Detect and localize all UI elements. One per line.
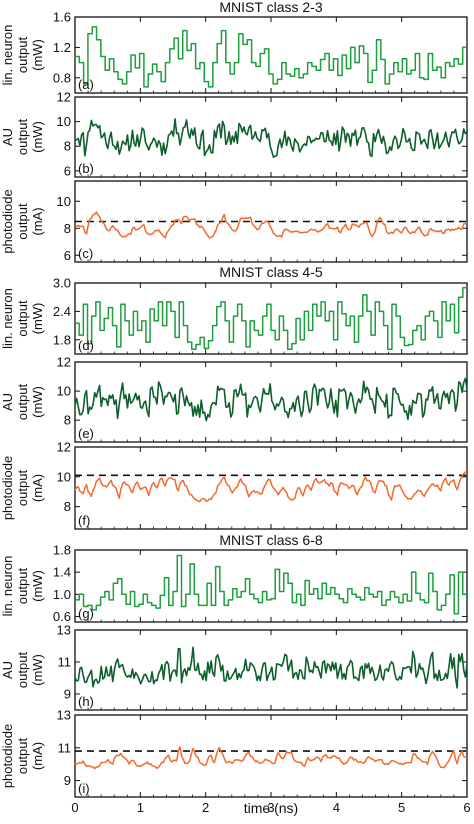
y-axis-label: output [15, 652, 30, 689]
x-tick-label: 1 [137, 800, 144, 815]
panel-group-title: MNIST class 2-3 [219, 0, 322, 15]
panel-letter: (h) [78, 694, 94, 709]
y-axis-label: output [15, 470, 30, 507]
y-tick-label: 8 [64, 139, 71, 154]
y-axis-label: (mW) [30, 570, 45, 602]
panel-letter: (b) [78, 161, 94, 176]
y-axis-label: (mW) [30, 121, 45, 153]
y-axis-label: (mA) [30, 207, 45, 235]
y-tick-label: 12 [57, 90, 71, 105]
y-tick-label: 1.4 [53, 565, 71, 580]
y-tick-label: 10 [57, 469, 71, 484]
y-axis-label: output [15, 568, 30, 605]
y-tick-label: 10 [57, 384, 71, 399]
y-axis-label: AU [0, 393, 15, 411]
y-axis-label: (mA) [30, 742, 45, 770]
panel-frame [74, 714, 468, 798]
x-tick-label: 5 [398, 800, 405, 815]
panel-b: 6 8 10 12 AU output (mW) (b) [0, 90, 468, 178]
panel-a: 0.8 1.2 1.6 lin. neuron output (mW) (a) MNIST c… [0, 0, 468, 94]
y-tick-label: 0.8 [53, 70, 71, 85]
x-tick-label: 6 [463, 800, 470, 815]
panel-letter: (i) [78, 781, 90, 796]
y-axis-label: (mW) [30, 303, 45, 335]
series-line [74, 377, 468, 422]
series-line [75, 286, 467, 351]
y-tick-label: 1.6 [53, 10, 71, 25]
x-tick-label: 4 [333, 800, 340, 815]
panel-letter: (e) [78, 426, 94, 441]
series-line [74, 746, 468, 770]
panel-frame [74, 361, 468, 443]
panel-group-title: MNIST class 4-5 [219, 264, 322, 280]
y-axis-label: photodiode [0, 189, 15, 253]
series-line [74, 118, 468, 158]
panel-letter: (g) [78, 606, 94, 621]
y-tick-label: 6 [64, 163, 71, 178]
y-tick-label: 11 [58, 655, 72, 670]
y-axis-label: output [15, 37, 30, 74]
y-tick-label: 8 [64, 499, 71, 514]
y-tick-label: 8 [64, 413, 71, 428]
y-tick-label: 3.0 [53, 276, 71, 291]
y-tick-label: 8 [64, 221, 71, 236]
y-axis-label: AU [0, 661, 15, 679]
y-axis-label: output [15, 738, 30, 775]
y-axis-label: (mW) [30, 386, 45, 418]
panel-letter: (a) [78, 77, 94, 92]
y-axis-label: lin. neuron [0, 556, 15, 617]
x-axis-label: time (ns) [244, 800, 298, 816]
panel-c: 6 8 10 photodiode output (mA) (c) [0, 180, 468, 263]
y-tick-label: 0.6 [53, 609, 71, 624]
y-tick-label: 1.8 [53, 543, 71, 558]
y-axis-label: photodiode [0, 724, 15, 788]
y-tick-label: 11 [58, 740, 72, 755]
y-tick-label: 9 [64, 773, 71, 788]
y-tick-label: 1.0 [53, 587, 71, 602]
y-tick-label: 10 [57, 194, 71, 209]
panel-frame [74, 549, 468, 623]
panel-g: 0.6 1.0 1.4 1.8 lin. neuron output (mW) (g) MNIS… [0, 532, 468, 624]
panel-h: 9 11 13 AU output (mW) (h) [0, 623, 468, 711]
series-line [74, 470, 468, 503]
y-axis-label: photodiode [0, 456, 15, 520]
series-line [74, 211, 468, 239]
y-axis-label: (mW) [30, 39, 45, 71]
y-tick-label: 1.8 [53, 332, 71, 347]
panel-f: 8 10 12 photodiode output (mA) (f) [0, 440, 468, 530]
series-line [74, 646, 468, 689]
y-axis-label: output [15, 119, 30, 156]
series-line [75, 554, 467, 615]
x-tick-label: 0 [71, 800, 78, 815]
y-axis-label: output [15, 384, 30, 421]
x-tick-label: 3 [267, 800, 274, 815]
y-tick-label: 6 [64, 248, 71, 263]
y-axis-label: output [15, 300, 30, 337]
x-tick-label: 2 [202, 800, 209, 815]
y-tick-label: 12 [57, 440, 71, 455]
y-axis-label: (mA) [30, 474, 45, 502]
y-tick-label: 13 [57, 623, 71, 638]
y-tick-label: 12 [57, 355, 71, 370]
panel-letter: (c) [78, 246, 93, 261]
panel-e: 8 10 12 AU output (mW) (e) [0, 355, 468, 443]
series-line [75, 26, 467, 88]
y-tick-label: 2.4 [53, 304, 71, 319]
y-axis-label: lin. neuron [0, 288, 15, 349]
y-tick-label: 10 [57, 114, 71, 129]
panel-d: 1.8 2.4 3.0 lin. neuron output (mW) (d) MNIST c… [0, 264, 468, 355]
panel-letter: (d) [78, 338, 94, 353]
y-axis-label: output [15, 203, 30, 240]
y-axis-label: AU [0, 128, 15, 146]
y-axis-label: lin. neuron [0, 25, 15, 86]
y-tick-label: 13 [57, 708, 71, 723]
y-axis-label: (mW) [30, 654, 45, 686]
y-tick-label: 1.2 [53, 40, 71, 55]
panel-group-title: MNIST class 6-8 [219, 532, 322, 548]
panel-i: 9 11 13 photodiode output (mA) (i) [0, 708, 468, 798]
y-tick-label: 9 [64, 687, 71, 702]
panel-letter: (f) [78, 513, 90, 528]
